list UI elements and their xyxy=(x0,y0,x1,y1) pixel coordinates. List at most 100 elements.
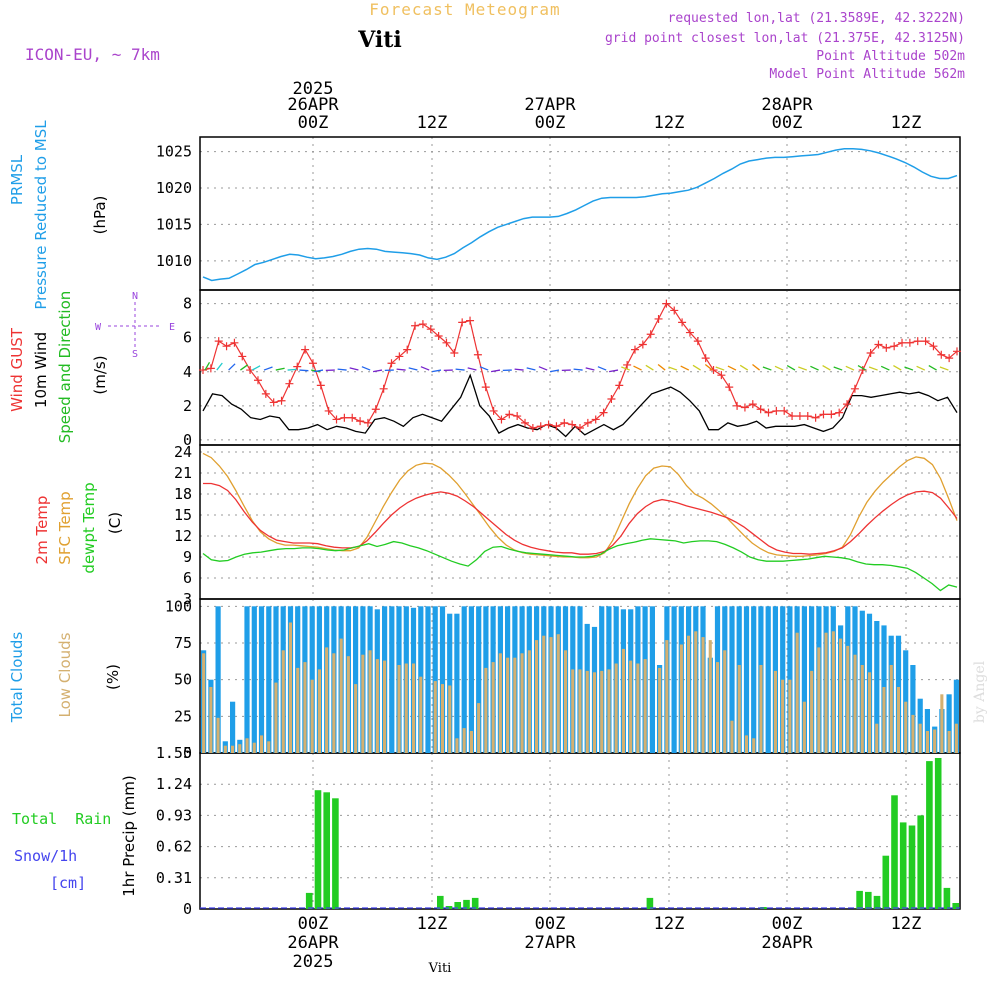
low-cloud-bar xyxy=(889,665,893,753)
total-cloud-bar xyxy=(309,606,315,753)
gust-marker xyxy=(835,408,844,417)
gust-marker xyxy=(583,418,592,427)
gust-marker xyxy=(882,343,891,352)
low-cloud-bar xyxy=(571,669,575,753)
ytick-label: 0.31 xyxy=(156,869,192,887)
wind-arrow xyxy=(585,367,595,371)
gust-marker xyxy=(740,403,749,412)
wind-arrow xyxy=(633,365,642,371)
gust-marker xyxy=(646,330,655,339)
low-cloud-bar xyxy=(332,653,336,753)
low-cloud-bar xyxy=(744,735,748,753)
bottom-date-2: 27APR xyxy=(524,933,576,953)
low-cloud-bar xyxy=(346,656,350,753)
low-cloud-bar xyxy=(694,631,698,753)
low-cloud-bar xyxy=(621,648,625,753)
gust-marker xyxy=(623,360,632,369)
gust-marker xyxy=(929,342,938,351)
gust-marker xyxy=(528,423,537,432)
model-altitude: Model Point Altitude 562m xyxy=(769,67,965,82)
precip-bar xyxy=(882,855,890,909)
gust-marker xyxy=(953,347,961,356)
ytick-label: 9 xyxy=(183,548,192,566)
total-cloud-bar xyxy=(751,606,757,753)
low-cloud-bar xyxy=(824,632,828,753)
gust-marker xyxy=(285,379,294,388)
bottom-year: 2025 xyxy=(293,952,334,972)
low-cloud-bar xyxy=(679,644,683,753)
precip-bar xyxy=(917,815,924,909)
gust-marker xyxy=(795,412,804,421)
total-cloud-bar xyxy=(447,613,453,753)
low-cloud-bar xyxy=(592,672,596,753)
gust-marker xyxy=(937,350,946,359)
ytick-label: 2 xyxy=(183,397,192,415)
wind-arrow xyxy=(727,365,737,371)
total-cloud-bar xyxy=(215,606,221,753)
bottom-tick-0: 00Z xyxy=(298,914,329,934)
wind-arrow xyxy=(822,365,831,371)
wind-arrow xyxy=(774,365,784,371)
gust-marker xyxy=(764,408,773,417)
top-tick-5: 12Z xyxy=(891,113,922,133)
wind-arrow xyxy=(692,364,701,371)
credit-watermark: by Angel xyxy=(972,660,988,723)
panel-temperature: 3 6 9 12 15 18 21 24 xyxy=(174,443,961,608)
wind-arrow xyxy=(786,365,796,371)
gust-marker xyxy=(560,418,569,427)
precip-bar xyxy=(934,758,942,909)
wind-arrow xyxy=(372,369,383,373)
bottom-tick-3: 12Z xyxy=(654,914,685,934)
gust-marker xyxy=(945,354,954,363)
wind-arrow xyxy=(490,369,501,373)
low-cloud-bar xyxy=(831,631,835,753)
total-cloud-bar xyxy=(801,606,807,753)
total-cloud-bar xyxy=(780,606,786,753)
low-cloud-bar xyxy=(665,640,669,753)
precip-bar xyxy=(323,792,330,909)
low-cloud-bar xyxy=(788,679,792,753)
gust-marker xyxy=(662,299,671,308)
wind-arrow xyxy=(916,365,926,371)
precip-bar xyxy=(471,897,479,909)
direction-label: Speed and Direction xyxy=(56,291,74,444)
gust-marker xyxy=(489,406,498,415)
gust-marker xyxy=(772,406,781,415)
low-cloud-bar xyxy=(477,703,481,753)
wind-arrow xyxy=(431,369,442,373)
gust-marker xyxy=(756,405,765,414)
wind-arrow xyxy=(880,365,890,371)
low-cloud-bar xyxy=(556,634,560,753)
precip-bar xyxy=(332,798,339,909)
gust-marker xyxy=(599,408,608,417)
gust-marker xyxy=(356,417,365,426)
low-cloud-bar xyxy=(585,670,589,753)
low-cloud-bar xyxy=(202,653,206,753)
low-cloud-bar xyxy=(708,640,712,753)
gust-marker xyxy=(827,410,836,419)
low-cloud-bar xyxy=(940,694,944,753)
low-cloud-bar xyxy=(303,662,307,753)
precip-bar xyxy=(899,822,907,909)
model-label: ICON-EU, ~ 7km xyxy=(25,45,160,64)
wind-arrow xyxy=(549,369,560,373)
total-clouds-label: Total Clouds xyxy=(8,632,26,724)
precip-bar xyxy=(305,892,313,909)
wind-arrow xyxy=(715,366,725,371)
cloud-unit: (%) xyxy=(104,664,122,690)
gust-marker xyxy=(308,359,317,368)
low-cloud-bar xyxy=(419,676,423,753)
wind-arrow xyxy=(313,369,324,373)
temp2m-label: 2m Temp xyxy=(33,496,51,565)
grid-point-coords: grid point closest lon,lat (21.375E, 42.… xyxy=(605,31,965,46)
low-cloud-bar xyxy=(448,685,452,753)
top-tick-0: 00Z xyxy=(298,113,329,133)
total-rain-label: Total Rain xyxy=(12,810,111,828)
low-cloud-bar xyxy=(954,723,958,753)
gust-marker xyxy=(434,331,443,340)
wind-arrow xyxy=(704,363,713,371)
bottom-date-3: 28APR xyxy=(761,933,813,953)
low-cloud-bar xyxy=(412,663,416,753)
wind-arrow xyxy=(608,369,619,373)
wind-arrow xyxy=(251,365,261,371)
